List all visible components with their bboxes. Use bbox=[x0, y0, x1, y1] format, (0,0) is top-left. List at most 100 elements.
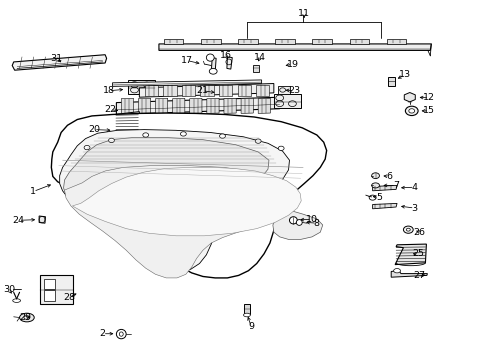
Text: 29: 29 bbox=[20, 313, 31, 322]
Text: 9: 9 bbox=[248, 323, 254, 331]
Polygon shape bbox=[404, 93, 414, 102]
Text: 6: 6 bbox=[386, 172, 391, 181]
Ellipse shape bbox=[405, 106, 417, 116]
Polygon shape bbox=[372, 185, 396, 191]
Polygon shape bbox=[116, 97, 279, 114]
Polygon shape bbox=[189, 98, 202, 113]
Text: 10: 10 bbox=[305, 215, 317, 224]
Ellipse shape bbox=[180, 132, 186, 136]
Ellipse shape bbox=[116, 329, 126, 339]
Text: 1: 1 bbox=[30, 187, 36, 196]
Bar bbox=[243, 304, 250, 314]
Polygon shape bbox=[275, 39, 294, 44]
Polygon shape bbox=[112, 80, 261, 86]
Text: 26: 26 bbox=[413, 228, 425, 237]
Text: 11: 11 bbox=[298, 9, 309, 18]
Polygon shape bbox=[72, 167, 301, 236]
Polygon shape bbox=[272, 209, 322, 239]
Bar bbox=[44, 290, 55, 301]
Ellipse shape bbox=[406, 228, 409, 231]
Polygon shape bbox=[372, 203, 396, 209]
Text: 27: 27 bbox=[413, 271, 425, 280]
Text: 2: 2 bbox=[100, 329, 105, 338]
Text: 21: 21 bbox=[196, 86, 208, 95]
Text: 19: 19 bbox=[286, 60, 298, 69]
Polygon shape bbox=[115, 112, 139, 131]
Bar bbox=[277, 86, 289, 94]
Text: 5: 5 bbox=[375, 193, 381, 202]
Text: 28: 28 bbox=[63, 292, 75, 302]
Ellipse shape bbox=[84, 145, 90, 150]
Polygon shape bbox=[238, 39, 257, 44]
Text: 4: 4 bbox=[411, 183, 417, 192]
Text: 3: 3 bbox=[411, 204, 417, 212]
Bar bbox=[44, 279, 55, 289]
Polygon shape bbox=[390, 271, 427, 277]
Ellipse shape bbox=[24, 316, 30, 319]
Text: 24: 24 bbox=[13, 216, 24, 225]
Polygon shape bbox=[121, 98, 133, 113]
Polygon shape bbox=[206, 98, 219, 113]
Text: 8: 8 bbox=[313, 219, 319, 228]
Text: 23: 23 bbox=[288, 86, 300, 95]
Polygon shape bbox=[312, 39, 331, 44]
Bar bbox=[273, 94, 300, 108]
Text: 13: 13 bbox=[398, 71, 410, 79]
Text: 15: 15 bbox=[423, 107, 434, 115]
Polygon shape bbox=[211, 58, 216, 72]
Bar bbox=[252, 65, 258, 72]
Polygon shape bbox=[64, 166, 293, 278]
Ellipse shape bbox=[408, 109, 414, 113]
Bar bbox=[128, 80, 155, 94]
Ellipse shape bbox=[219, 134, 225, 138]
Polygon shape bbox=[12, 55, 106, 70]
Text: 16: 16 bbox=[220, 51, 231, 60]
Polygon shape bbox=[159, 44, 430, 50]
Polygon shape bbox=[139, 84, 273, 97]
Polygon shape bbox=[163, 39, 183, 44]
Text: 12: 12 bbox=[423, 94, 434, 102]
Polygon shape bbox=[386, 39, 406, 44]
Polygon shape bbox=[172, 98, 184, 113]
Ellipse shape bbox=[278, 146, 284, 150]
Ellipse shape bbox=[255, 139, 261, 143]
Ellipse shape bbox=[13, 299, 20, 302]
Ellipse shape bbox=[403, 226, 412, 233]
Polygon shape bbox=[394, 244, 426, 265]
Text: 20: 20 bbox=[88, 125, 100, 134]
Bar bbox=[40, 275, 73, 304]
Ellipse shape bbox=[209, 68, 217, 74]
Polygon shape bbox=[39, 216, 45, 223]
Bar bbox=[387, 77, 394, 86]
Polygon shape bbox=[155, 98, 167, 113]
Ellipse shape bbox=[142, 133, 148, 137]
Polygon shape bbox=[60, 130, 289, 272]
Polygon shape bbox=[258, 98, 270, 113]
Polygon shape bbox=[224, 98, 236, 113]
Ellipse shape bbox=[368, 195, 375, 200]
Polygon shape bbox=[201, 39, 220, 44]
Bar bbox=[219, 85, 232, 96]
Bar bbox=[256, 85, 269, 96]
Polygon shape bbox=[51, 113, 326, 278]
Bar bbox=[163, 85, 176, 96]
Text: 17: 17 bbox=[181, 56, 192, 65]
Text: 7: 7 bbox=[392, 181, 398, 190]
Polygon shape bbox=[241, 98, 253, 113]
Text: 18: 18 bbox=[102, 86, 114, 95]
Text: 30: 30 bbox=[3, 285, 15, 294]
Bar bbox=[200, 85, 213, 96]
Polygon shape bbox=[138, 98, 150, 113]
Bar bbox=[237, 85, 250, 96]
Ellipse shape bbox=[108, 138, 114, 143]
Ellipse shape bbox=[20, 313, 34, 322]
Ellipse shape bbox=[371, 173, 379, 179]
Polygon shape bbox=[63, 138, 268, 266]
Polygon shape bbox=[226, 57, 232, 69]
Ellipse shape bbox=[243, 313, 250, 317]
Ellipse shape bbox=[206, 54, 214, 61]
Bar bbox=[182, 85, 195, 96]
Ellipse shape bbox=[393, 269, 400, 273]
Text: 25: 25 bbox=[411, 249, 423, 258]
Text: 14: 14 bbox=[254, 53, 265, 62]
